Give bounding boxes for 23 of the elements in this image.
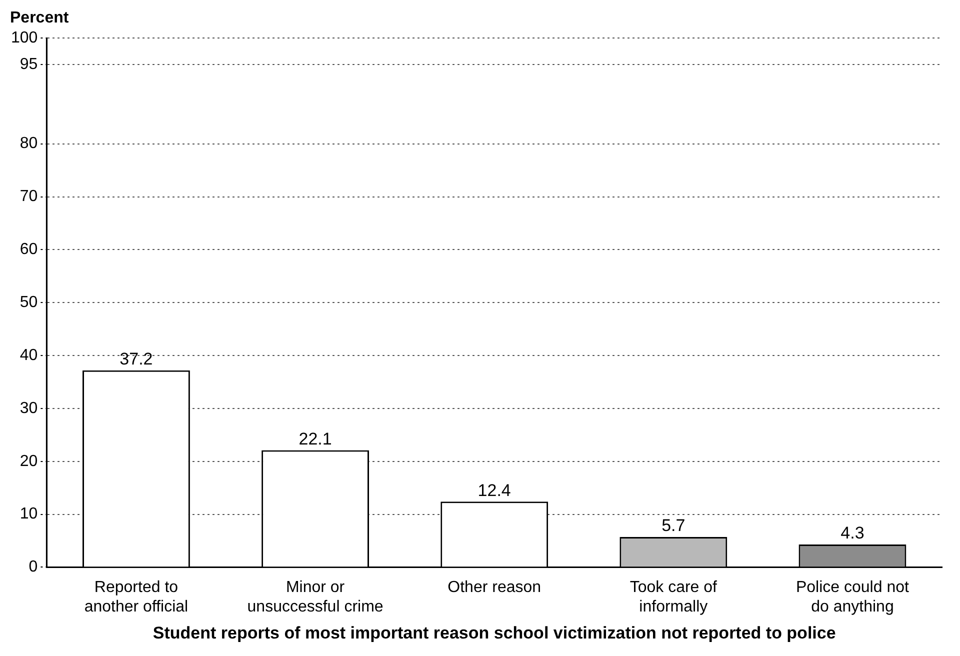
x-tick-label: Other reason	[448, 579, 542, 596]
data-label: 4.3	[840, 524, 864, 543]
y-tick-label: 60	[20, 241, 38, 258]
x-tick-label: Police could not do anything	[796, 579, 910, 616]
y-tick-label: 50	[20, 294, 38, 312]
x-tick-label: Minor or unsuccessful crime	[247, 579, 384, 616]
y-tick-label: 20	[20, 452, 38, 470]
x-axis-title: Student reports of most important reason school victimization not reported to police	[152, 623, 836, 642]
data-label: 12.4	[478, 480, 511, 500]
y-tick-label: 70	[20, 188, 38, 206]
y-tick-label: 10	[20, 506, 38, 523]
data-label: 22.1	[298, 429, 332, 448]
y-tick-label: 95	[20, 56, 38, 73]
y-tick-label: 100	[10, 29, 38, 46]
y-tick-label: 30	[20, 400, 38, 417]
data-label: 37.2	[120, 350, 153, 369]
y-tick-label: 80	[20, 135, 38, 152]
y-tick-label: 40	[20, 346, 38, 364]
data-label: 5.7	[662, 516, 686, 536]
x-tick-label: Took care of informally	[630, 579, 718, 616]
x-tick-label: Reported to another official	[84, 579, 188, 616]
y-tick-label: 0	[28, 558, 38, 576]
y-axis-title: Percent	[10, 9, 70, 26]
